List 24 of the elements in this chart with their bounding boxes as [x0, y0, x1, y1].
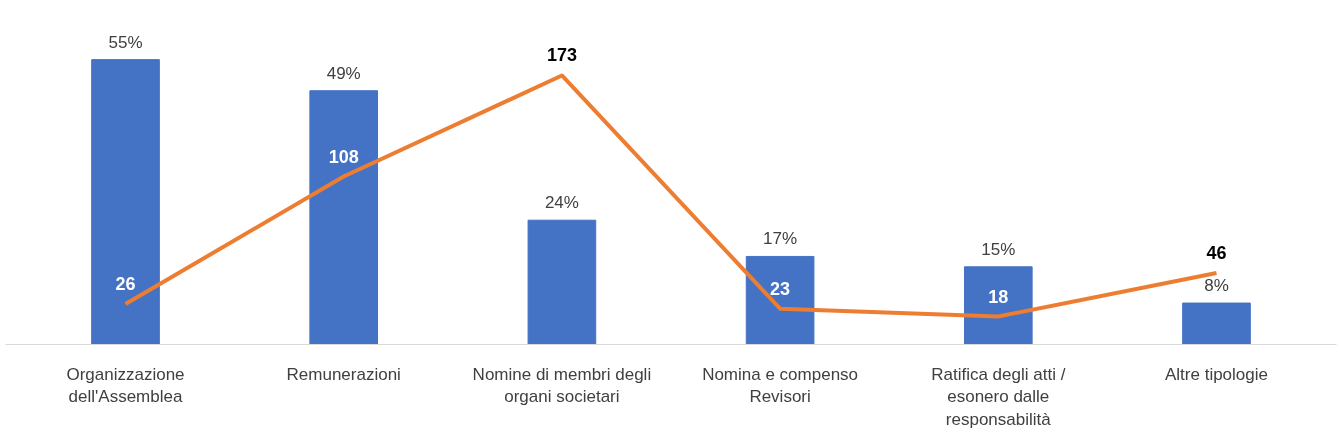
x-tick-label: Nomine di membri degli organi societari [472, 364, 652, 407]
data-label: 17% [763, 229, 798, 249]
data-label: 24% [544, 193, 579, 213]
x-tick-label: Organizzazione dell'Assemblea [66, 364, 185, 407]
data-label: 23 [770, 278, 791, 299]
bar [91, 59, 160, 345]
data-label: 55% [108, 32, 143, 52]
x-tick-label: Altre tipologie [1164, 364, 1269, 384]
data-label: 15% [981, 239, 1016, 259]
bar [309, 90, 379, 345]
data-label: 49% [326, 63, 361, 83]
data-label: 173 [546, 45, 577, 66]
data-label: 108 [328, 146, 359, 167]
bar [527, 219, 597, 345]
data-label: 46 [1206, 242, 1227, 263]
data-label: 26 [115, 274, 136, 295]
bar [963, 266, 1033, 345]
bar [1182, 302, 1251, 345]
bar [745, 255, 815, 345]
x-tick-label: Nomina e compenso Revisori [702, 364, 859, 407]
data-label: 18 [988, 286, 1009, 307]
x-tick-label: Remunerazioni [286, 364, 401, 384]
x-tick-label: Ratifica degli atti / esonero dalle responsabilità [931, 364, 1066, 430]
data-label: 8% [1204, 276, 1229, 296]
